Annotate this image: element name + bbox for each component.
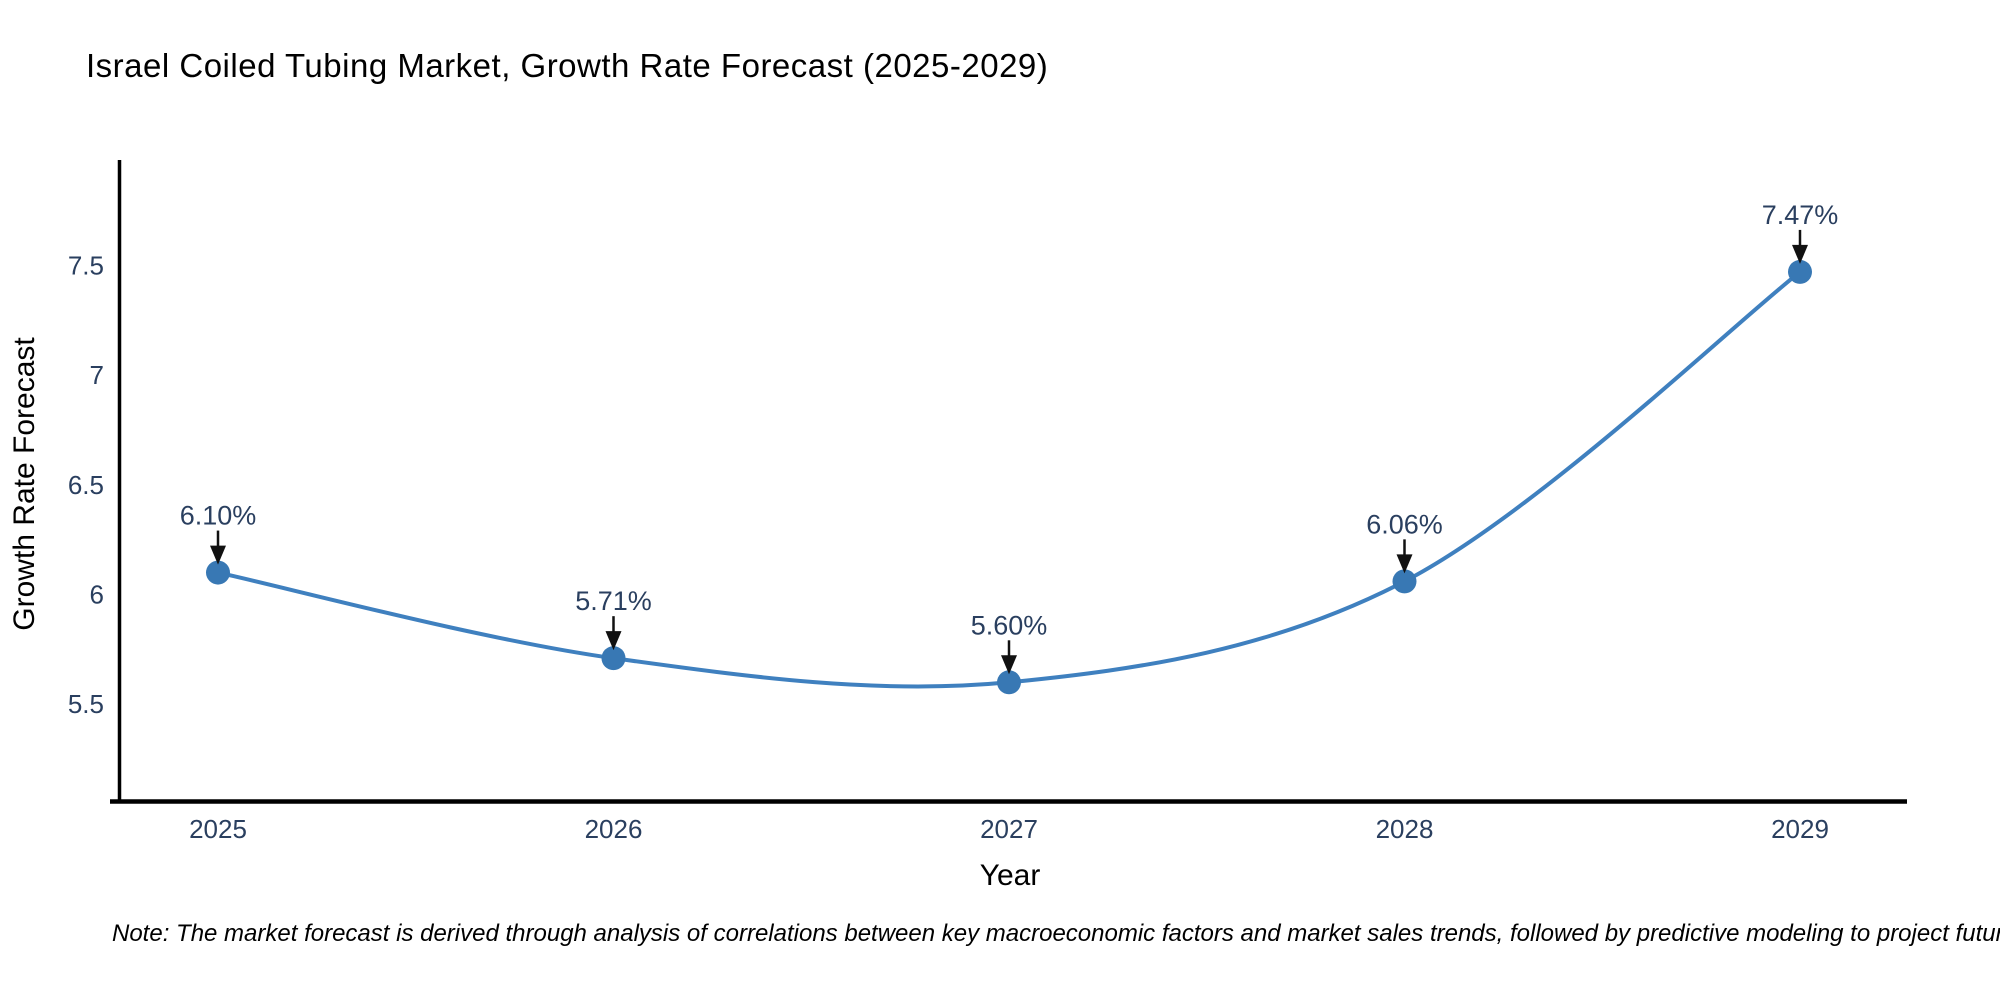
- y-axis-title: Growth Rate Forecast: [8, 337, 41, 631]
- point-label: 6.06%: [1366, 509, 1443, 539]
- y-tick-label: 6.5: [68, 470, 104, 500]
- chart-title: Israel Coiled Tubing Market, Growth Rate…: [86, 47, 1048, 84]
- data-point[interactable]: [206, 560, 230, 585]
- x-tick-label: 2029: [1771, 814, 1829, 844]
- y-tick-label: 7.5: [68, 250, 104, 280]
- annotation-arrowhead-icon: [1792, 244, 1808, 264]
- plot-area: 5.5 6 6.5 7 7.5 2025 2026 2027 2028 2029 6.10% 5.71…: [68, 160, 1907, 844]
- data-point[interactable]: [997, 670, 1021, 695]
- footnote: Note: The market forecast is derived thr…: [112, 920, 2000, 947]
- point-label: 6.10%: [180, 501, 257, 531]
- annotation-arrowhead-icon: [1001, 655, 1017, 675]
- y-tick-label: 5.5: [68, 689, 104, 719]
- y-tick-label: 7: [90, 360, 104, 390]
- point-label: 5.71%: [575, 586, 652, 616]
- point-label: 5.60%: [971, 610, 1048, 640]
- data-point[interactable]: [601, 646, 626, 671]
- x-tick-label: 2026: [585, 814, 643, 844]
- x-tick-label: 2025: [189, 814, 247, 844]
- x-axis-title: Year: [980, 859, 1041, 892]
- annotation-arrowhead-icon: [605, 631, 622, 651]
- point-label: 7.47%: [1762, 200, 1839, 230]
- annotation-arrowhead-icon: [1396, 554, 1413, 574]
- x-tick-label: 2027: [980, 814, 1038, 844]
- y-tick-label: 6: [90, 580, 104, 610]
- data-point[interactable]: [1788, 259, 1812, 284]
- x-tick-label: 2028: [1376, 814, 1434, 844]
- annotation-arrowhead-icon: [210, 545, 226, 565]
- data-point[interactable]: [1392, 569, 1417, 594]
